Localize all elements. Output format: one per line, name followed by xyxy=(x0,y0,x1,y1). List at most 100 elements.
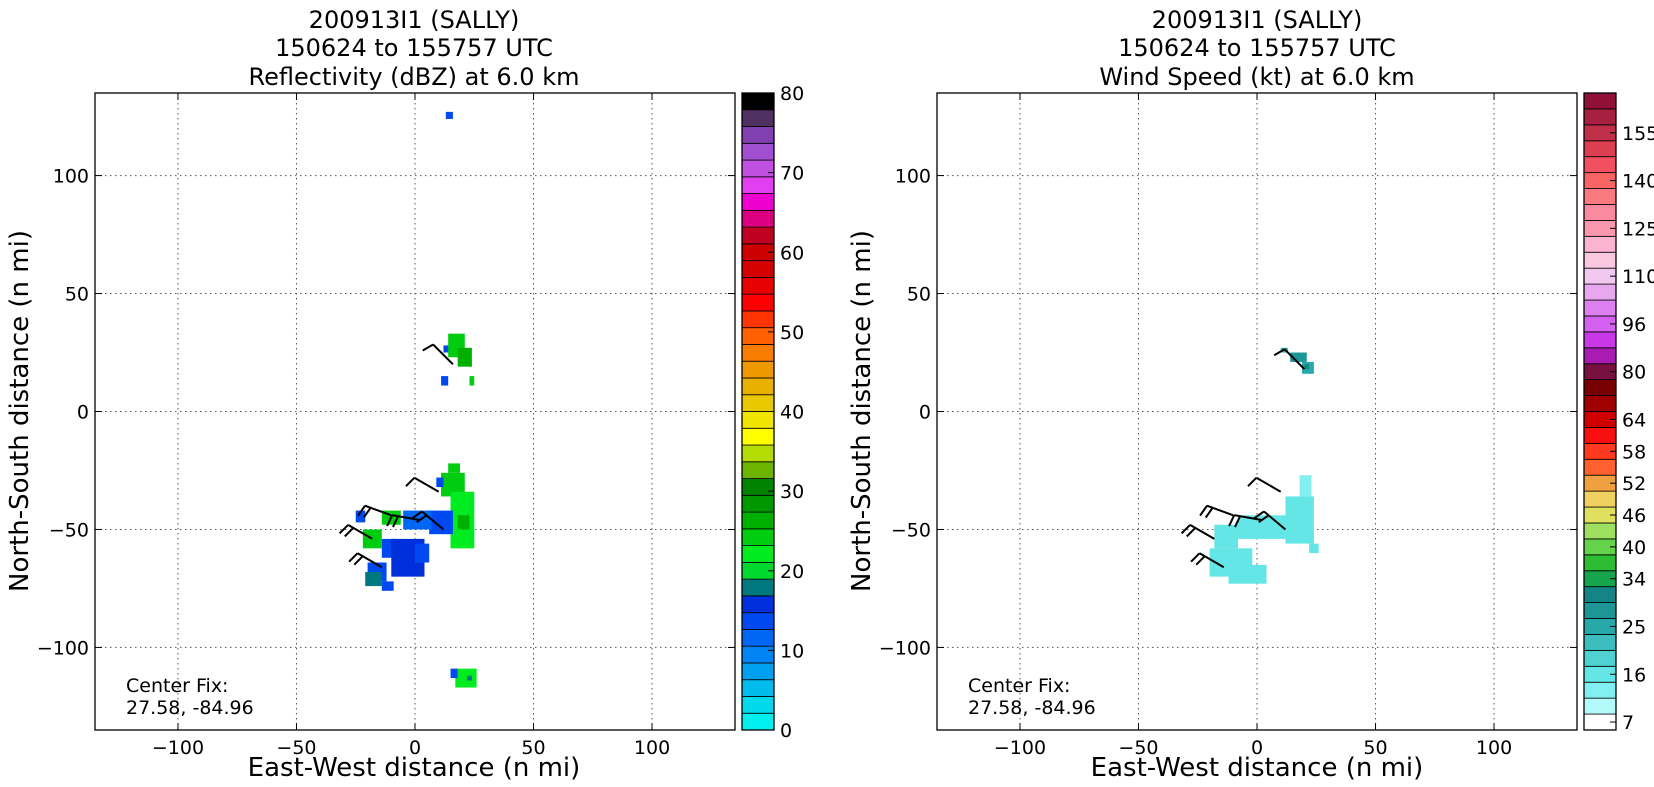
colorbar-bin xyxy=(1583,347,1617,365)
y-tick-label: 50 xyxy=(907,284,931,306)
barb-flag xyxy=(1273,348,1286,357)
echo-region xyxy=(1309,543,1319,554)
barb-flag xyxy=(353,555,364,566)
colorbar-tick-label: 40 xyxy=(1622,537,1646,559)
echo-region xyxy=(436,477,444,487)
colorbar-tick-label: 60 xyxy=(780,242,804,264)
barb-flag xyxy=(422,343,434,352)
colorbar-bin xyxy=(741,360,775,379)
colorbar-bin xyxy=(741,528,775,547)
y-tick-label: 100 xyxy=(53,166,89,188)
colorbar-tick-label: 64 xyxy=(1622,409,1646,431)
echo-region xyxy=(467,675,472,681)
barb-flag xyxy=(362,507,372,519)
colorbar-bin xyxy=(741,461,775,479)
barb-flag xyxy=(357,505,366,517)
colorbar-tick-label: 70 xyxy=(780,163,804,185)
panel-title-line1: 200913I1 (SALLY) xyxy=(1152,6,1363,34)
barb-flag xyxy=(1195,555,1206,566)
wind-speed-panel: 200913I1 (SALLY) 150624 to 155757 UTC Wi… xyxy=(847,6,1654,783)
panel-title-line3: Reflectivity (dBZ) at 6.0 km xyxy=(249,63,580,91)
axis-ticks: −100 −50 0 50 100 −100 −50 0 50 100 xyxy=(879,93,1577,759)
colorbar-tick-label: 34 xyxy=(1622,569,1646,591)
echo-region xyxy=(441,472,465,497)
colorbar-bin xyxy=(1583,697,1617,715)
x-tick-label: 0 xyxy=(1251,737,1263,759)
echo-region xyxy=(429,510,453,535)
panel-title-line2: 150624 to 155757 UTC xyxy=(1118,34,1396,62)
wind-barb xyxy=(1199,504,1234,519)
colorbar-bin xyxy=(1583,602,1617,619)
x-tick-label: −50 xyxy=(276,737,316,759)
colorbar-bin xyxy=(1583,458,1617,476)
colorbar-bin xyxy=(741,310,775,329)
x-tick-label: 50 xyxy=(1363,737,1387,759)
wind-barb xyxy=(1247,476,1282,493)
barb-shaft xyxy=(421,510,445,531)
panel-title-line2: 150624 to 155757 UTC xyxy=(275,34,553,62)
barb-shaft xyxy=(347,524,373,540)
wind-barb xyxy=(338,524,373,540)
colorbar-bin xyxy=(1583,92,1617,110)
colorbar-bin xyxy=(741,142,775,161)
colorbar-bin xyxy=(741,427,775,446)
colorbar-bin xyxy=(741,327,775,345)
colorbar-bin xyxy=(1583,379,1617,396)
colorbar-bin xyxy=(741,394,775,412)
colorbar-bin xyxy=(741,260,775,278)
x-tick-label: 0 xyxy=(409,737,421,759)
y-tick-label: 0 xyxy=(919,402,931,424)
colorbar-bin xyxy=(741,109,775,127)
colorbar-bin xyxy=(741,293,775,312)
wind-barb xyxy=(405,476,440,493)
wind-barb xyxy=(1228,514,1262,528)
echo-region xyxy=(1238,515,1286,539)
barb-flag xyxy=(405,477,416,487)
colorbar-bin xyxy=(1583,235,1617,253)
barb-flag xyxy=(1228,514,1236,527)
colorbar-tick-label: 20 xyxy=(780,561,804,583)
colorbar-tick-label: 58 xyxy=(1622,441,1646,463)
wind-barb xyxy=(1253,510,1287,531)
echo-regions xyxy=(1209,347,1319,584)
colorbar-tick-label: 25 xyxy=(1622,616,1646,638)
colorbar-bin xyxy=(741,478,775,496)
colorbar-bin xyxy=(1583,634,1617,651)
echo-region xyxy=(1290,352,1307,362)
colorbar-bin xyxy=(1583,490,1617,508)
x-axis-label: East-West distance (n mi) xyxy=(248,753,581,783)
echo-region xyxy=(455,668,477,688)
y-axis-label: North-South distance (n mi) xyxy=(847,230,877,592)
colorbar-bin xyxy=(741,712,775,731)
colorbar-bin xyxy=(1583,395,1617,412)
panel-title-line3: Wind Speed (kt) at 6.0 km xyxy=(1099,63,1414,91)
barb-flag xyxy=(1247,477,1258,487)
colorbar-tick-label: 52 xyxy=(1622,473,1646,495)
colorbar-bin xyxy=(741,176,775,194)
colorbar-bin xyxy=(741,578,775,597)
y-tick-label: −100 xyxy=(879,637,931,659)
colorbar-bin xyxy=(741,193,775,211)
wind-barbs xyxy=(1180,348,1306,569)
colorbar-bin xyxy=(741,377,775,396)
y-tick-label: −100 xyxy=(37,637,89,659)
wind-barbs xyxy=(338,343,454,569)
colorbar-bin xyxy=(741,696,775,714)
barb-shaft xyxy=(1189,524,1215,540)
colorbar-tick-label: 96 xyxy=(1622,314,1646,336)
colorbar-bin xyxy=(741,226,775,245)
x-tick-label: −100 xyxy=(152,737,204,759)
colorbar-bin xyxy=(741,545,775,563)
barb-flag xyxy=(1253,510,1265,520)
colorbar-bin xyxy=(1583,156,1617,174)
echo-region xyxy=(365,571,382,587)
y-tick-label: 0 xyxy=(77,402,89,424)
colorbar-bin xyxy=(741,629,775,647)
barb-shaft xyxy=(1233,514,1262,522)
barb-shaft xyxy=(1206,504,1234,517)
barb-flag xyxy=(386,514,394,527)
colorbar-tick-label: 140 xyxy=(1622,171,1654,193)
echo-region xyxy=(1304,364,1310,370)
y-tick-label: 50 xyxy=(65,284,89,306)
x-tick-label: −50 xyxy=(1118,737,1158,759)
